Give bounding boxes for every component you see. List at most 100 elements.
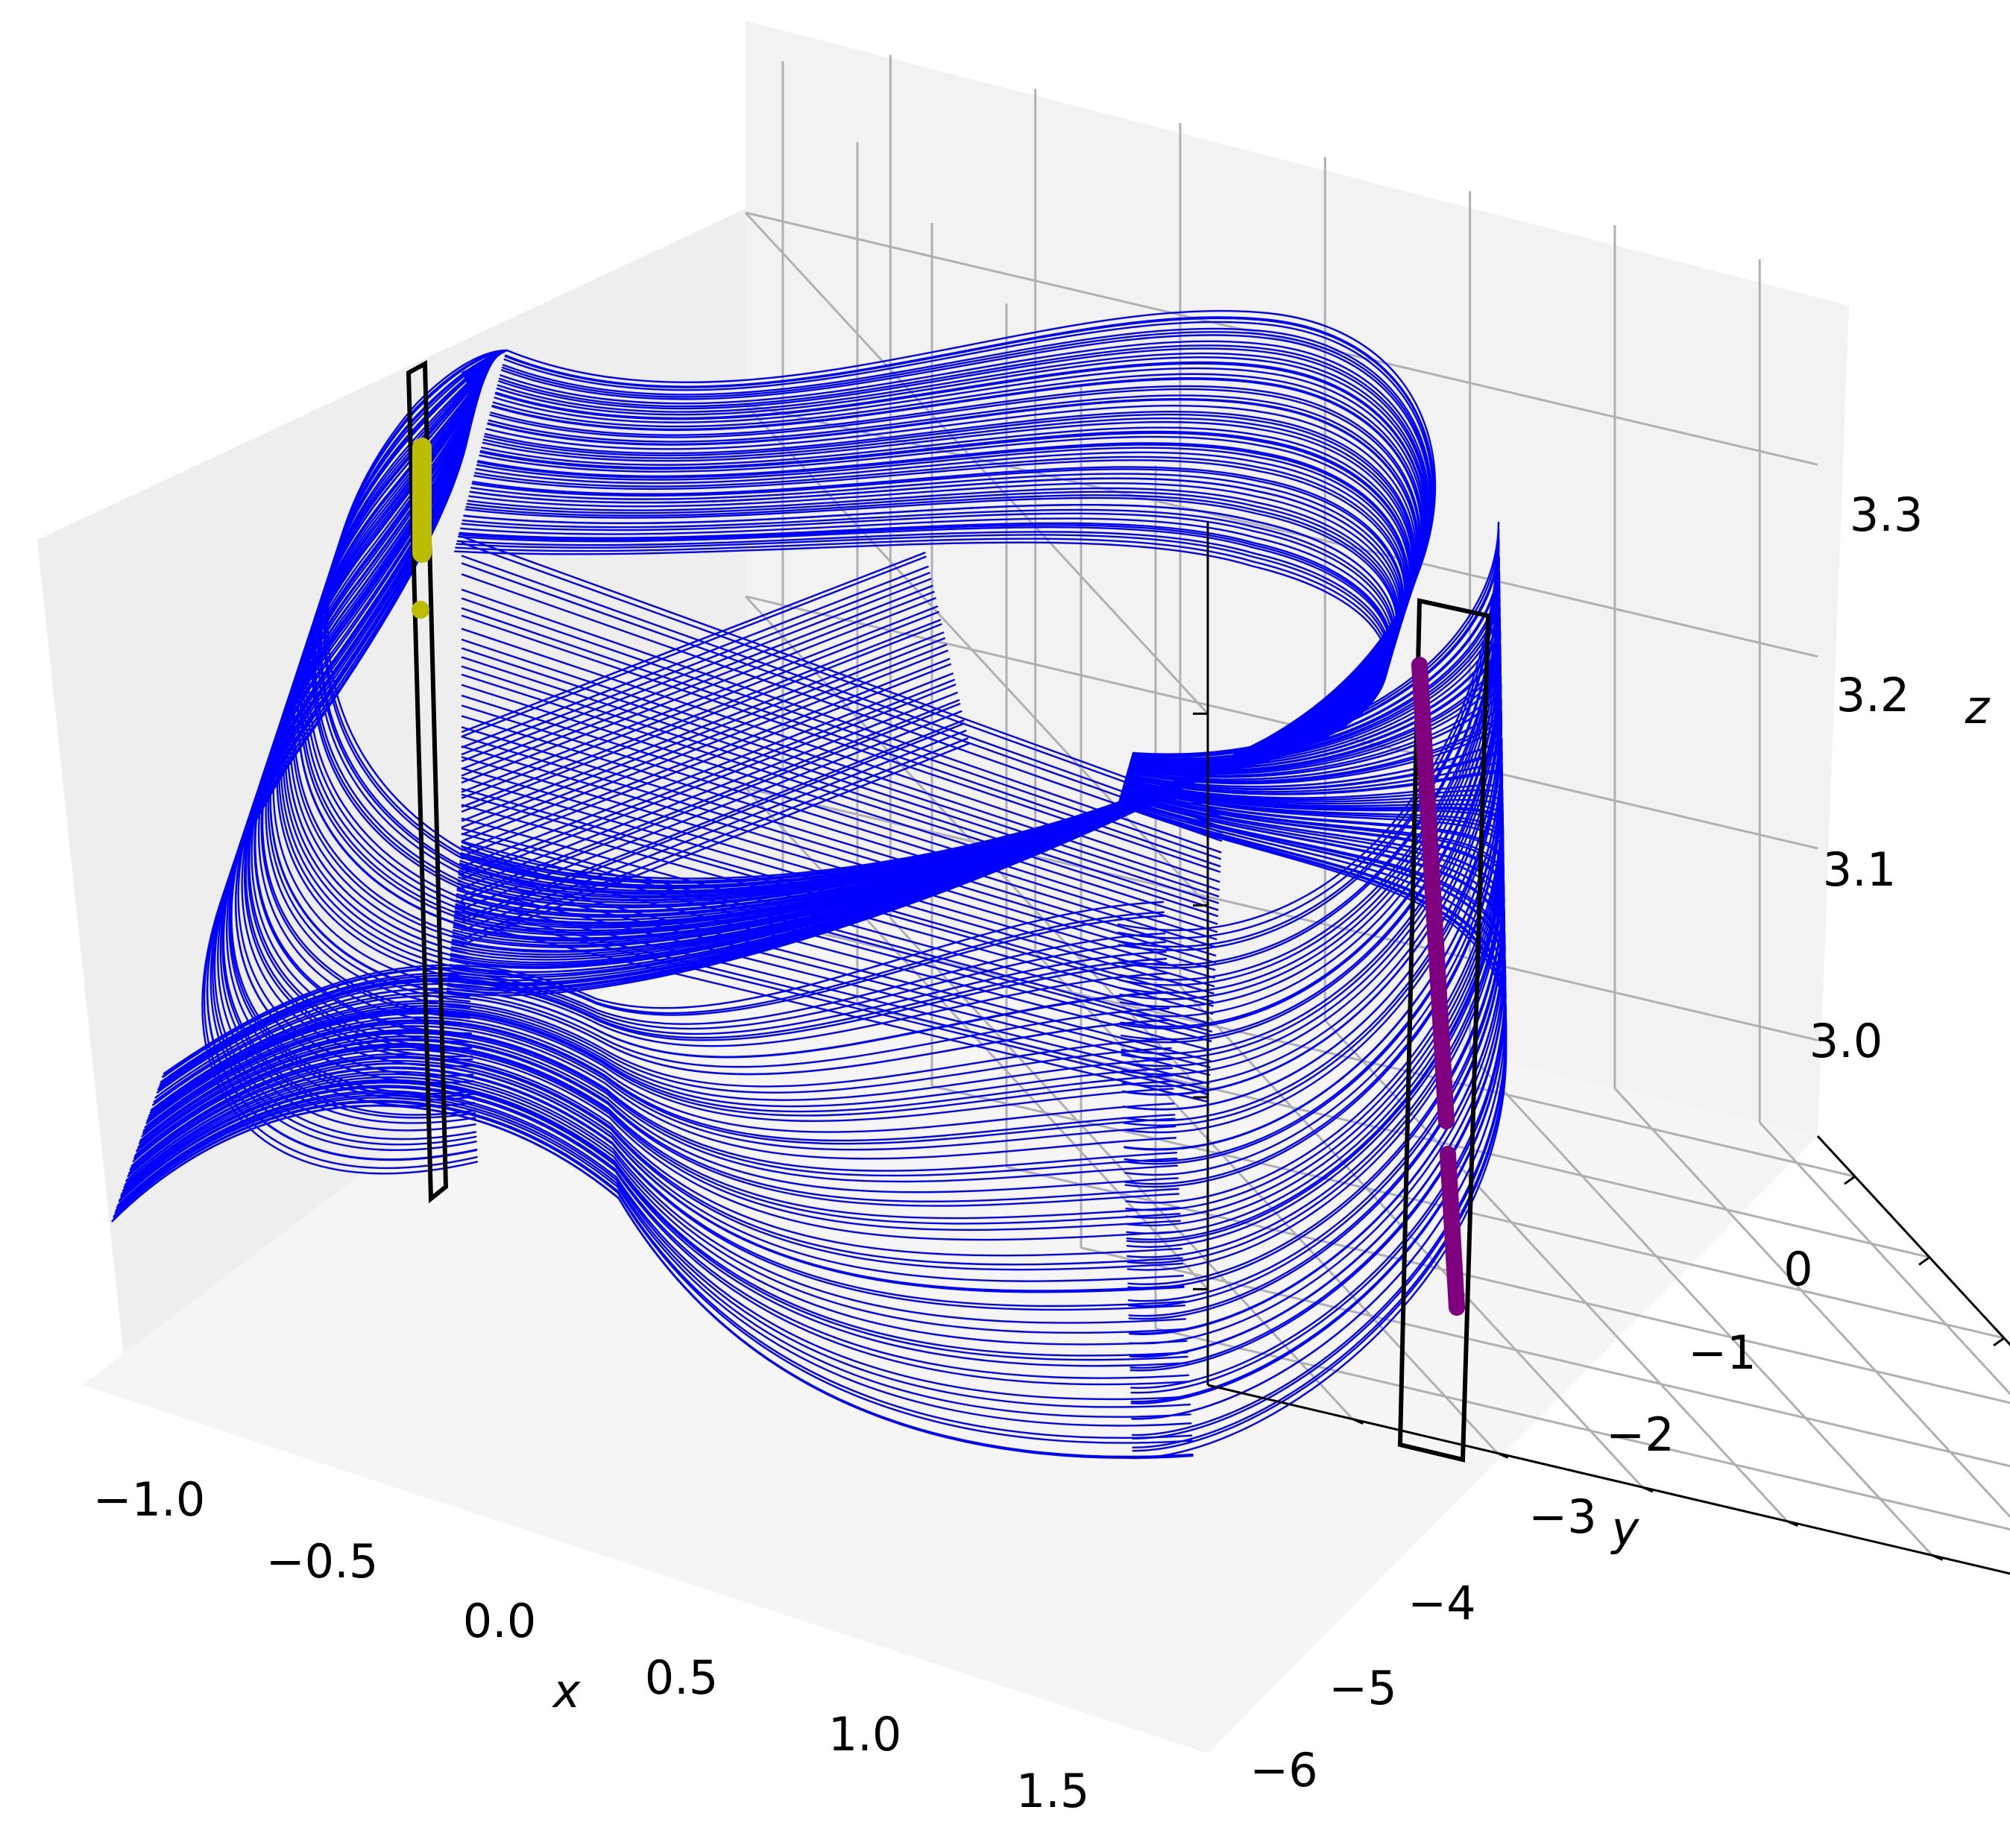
trajectory-line — [461, 897, 1210, 1085]
trajectory-line — [461, 555, 927, 737]
purple-section-points — [1411, 657, 1455, 1129]
trajectory-line — [147, 1009, 1173, 1121]
trajectory-line — [461, 726, 1217, 956]
trajectory-line — [461, 911, 1209, 1095]
trajectory-line — [461, 631, 945, 822]
cross-sheet-b — [461, 552, 970, 946]
trajectory-line — [461, 745, 1216, 971]
trajectory-line — [461, 804, 1214, 1015]
axis-lines — [1193, 522, 2010, 1575]
y-tick-label: −2 — [1606, 1407, 1674, 1462]
z-axis: 3.0 3.1 3.2 3.3 z — [1809, 488, 1991, 1068]
trajectory-line — [461, 722, 965, 924]
trajectory-line — [461, 852, 1212, 1051]
right-lobe — [1117, 521, 1508, 1460]
trajectory-line — [160, 932, 1166, 1083]
trajectory-line — [461, 833, 1212, 1037]
poincare-sections — [406, 360, 1491, 1463]
trajectory-line — [1121, 790, 1505, 1320]
trajectory-line — [461, 565, 929, 748]
trajectory-line — [461, 692, 958, 889]
trajectory-line — [461, 695, 1217, 933]
trajectory-line — [128, 1059, 1184, 1282]
z-gridline — [744, 212, 1209, 715]
trajectory-line — [461, 309, 1437, 880]
trajectory-line — [461, 588, 1222, 854]
y-gridline — [1613, 1088, 2010, 1519]
trajectory-line — [461, 619, 942, 808]
trajectory-line — [111, 1105, 1194, 1460]
trajectory-line — [461, 756, 1215, 979]
upper-arch — [446, 309, 1437, 997]
y-gridline — [1759, 1121, 2010, 1396]
trajectory-line — [113, 1101, 1193, 1444]
x-axis-line — [1816, 1135, 2010, 1346]
x-tick-label: 1.0 — [828, 1707, 902, 1762]
trajectory-line — [272, 359, 489, 990]
trajectory-line — [133, 1046, 1182, 1232]
left-lobe — [201, 349, 508, 1175]
y-axis-line — [1207, 1384, 2010, 1575]
x-axis: −1.0 −0.5 0.0 0.5 1.0 1.5 x — [93, 1472, 1090, 1818]
trajectory-line — [120, 1080, 1188, 1361]
y-tick — [1932, 1554, 1944, 1561]
z-tick-label: 3.2 — [1836, 668, 1910, 722]
trajectory-line — [459, 334, 1431, 889]
trajectory-line — [461, 704, 1217, 941]
z-gridline — [745, 595, 1818, 850]
trajectory-line — [461, 817, 1213, 1025]
trajectory-line — [456, 398, 1419, 918]
trajectory-line — [150, 1000, 1171, 1111]
trajectory-line — [120, 1082, 1189, 1367]
trajectory-line — [461, 678, 955, 875]
trajectory-line — [119, 1085, 1190, 1379]
y-tick — [1642, 1486, 1654, 1493]
trajectory-line — [461, 875, 1211, 1068]
trajectory-line — [1117, 804, 1508, 1460]
x-tick-label: 1.5 — [1016, 1764, 1090, 1818]
purple-section-points — [1440, 1146, 1465, 1316]
trajectory-line — [461, 638, 1220, 891]
trajectory-line — [461, 552, 926, 733]
trajectory-line — [116, 1090, 1191, 1401]
trajectory-line — [461, 866, 1212, 1062]
trajectory-line — [461, 699, 960, 898]
trajectory-line — [114, 1097, 1192, 1427]
z-tick-label: 3.0 — [1809, 1014, 1883, 1068]
trajectory-line — [1123, 721, 1503, 1134]
trajectory — [111, 309, 1508, 1460]
trajectory-line — [461, 590, 935, 777]
z-axis-label: z — [1965, 680, 1991, 734]
x-axis-label: x — [552, 1664, 582, 1718]
trajectory-line — [461, 605, 939, 793]
trajectory-line — [123, 1073, 1187, 1334]
yellow-section-point — [412, 601, 429, 619]
trajectory-line — [459, 347, 1429, 895]
trajectory-line — [461, 710, 963, 910]
x-gridline — [782, 923, 1856, 1178]
trajectory-line — [136, 1039, 1180, 1207]
trajectory-line — [461, 684, 1218, 925]
trajectory-line — [1124, 751, 1503, 1165]
trajectory-line — [457, 378, 1423, 909]
trajectory-line — [115, 1094, 1191, 1418]
trajectory-line — [461, 584, 933, 770]
trajectory-line — [461, 672, 954, 868]
y-axis: −6 −5 −4 −3 −2 −1 0 y — [1250, 1242, 1812, 1797]
trajectory-line — [461, 684, 957, 880]
trajectory-line — [461, 614, 1221, 873]
x-tick-label: 0.0 — [463, 1594, 537, 1648]
trajectory-line — [461, 643, 948, 836]
x-tick-label: 0.5 — [645, 1650, 719, 1705]
trajectory-line — [461, 736, 1216, 964]
trajectory-line — [461, 703, 961, 901]
z-tick-label: 3.1 — [1823, 842, 1897, 897]
trajectory-line — [142, 1022, 1176, 1151]
y-tick — [1786, 1520, 1798, 1527]
trajectory-line — [461, 777, 1214, 994]
trajectory-line — [461, 742, 970, 946]
trajectory-line — [154, 988, 1169, 1099]
y-tick-label: 0 — [1783, 1242, 1812, 1296]
x-tick — [1993, 1337, 2005, 1347]
trajectory-line — [461, 921, 1209, 1103]
